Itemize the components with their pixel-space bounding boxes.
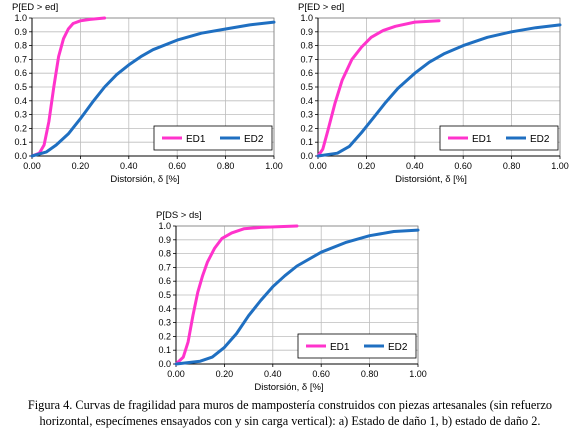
x-tick-label: 0.60 <box>454 161 472 171</box>
y-tick-label: 0.7 <box>14 54 27 64</box>
x-tick-label: 0.40 <box>406 161 424 171</box>
x-tick-label: 0.80 <box>361 369 379 379</box>
y-tick-label: 0.2 <box>300 123 313 133</box>
legend-label-ed2: ED2 <box>530 134 550 145</box>
legend-label-ed1: ED1 <box>186 134 206 145</box>
y-tick-label: 0.5 <box>158 290 171 300</box>
series-line-ed1 <box>30 16 107 158</box>
series-line-ed2 <box>30 20 276 158</box>
x-axis-label: Distorsiónt, δ [%] <box>395 174 467 185</box>
x-tick-label: 0.60 <box>168 161 186 171</box>
legend: ED1 ED2 <box>439 125 559 151</box>
series-line-ed2 <box>316 23 562 158</box>
x-tick-label: 0.00 <box>167 369 185 379</box>
x-tick-label: 0.20 <box>72 161 90 171</box>
y-tick-label: 1.0 <box>300 13 313 23</box>
legend-label-ed2: ED2 <box>244 134 264 145</box>
x-tick-label: 0.80 <box>503 161 521 171</box>
y-tick-label: 0.7 <box>300 54 313 64</box>
y-tick-label: 1.0 <box>158 221 171 231</box>
chart-3: 0.0 0.1 0.2 0.3 0.4 0.5 0.6 0.7 0.8 0.9 1.0 0.00 0.2… <box>156 210 427 393</box>
x-tick-label: 0.40 <box>264 369 282 379</box>
series-line-ed1 <box>316 19 441 158</box>
y-tick-label: 0.5 <box>14 82 27 92</box>
x-tick-label: 0.80 <box>217 161 235 171</box>
x-tick-label: 0.60 <box>312 369 330 379</box>
y-tick-label: 0.3 <box>300 110 313 120</box>
y-tick-label: 0.6 <box>14 68 27 78</box>
legend: ED1 ED2 <box>297 333 417 359</box>
y-tick-label: 0.8 <box>158 249 171 259</box>
legend-label-ed2: ED2 <box>388 342 408 353</box>
x-tick-label: 0.00 <box>23 161 41 171</box>
x-tick-label: 1.00 <box>551 161 569 171</box>
y-tick-label: 1.0 <box>14 13 27 23</box>
series-line-ed1 <box>174 224 299 366</box>
chart-2: 0.0 0.1 0.2 0.3 0.4 0.5 0.6 0.7 0.8 0.9 1.0 0.00 0.2… <box>298 2 569 185</box>
legend: ED1 ED2 <box>153 125 273 151</box>
y-tick-label: 0.4 <box>14 96 27 106</box>
chart-1: 0.0 0.1 0.2 0.3 0.4 0.5 0.6 0.7 0.8 0.9 1.0 0.00 0.2… <box>12 2 283 185</box>
y-tick-label: 0.7 <box>158 262 171 272</box>
y-tick-label: 0.3 <box>158 318 171 328</box>
x-axis-label: Distorsión, δ [%] <box>254 382 323 393</box>
y-tick-label: 0.0 <box>14 151 27 161</box>
x-tick-label: 0.20 <box>358 161 376 171</box>
y-tick-label: 0.1 <box>158 345 171 355</box>
y-tick-label: 0.4 <box>300 96 313 106</box>
y-axis-label: P[DS > ds] <box>156 210 202 221</box>
x-tick-label: 1.00 <box>409 369 427 379</box>
y-tick-label: 0.9 <box>300 27 313 37</box>
y-tick-label: 0.6 <box>158 276 171 286</box>
y-tick-label: 0.0 <box>158 359 171 369</box>
y-tick-label: 0.6 <box>300 68 313 78</box>
y-tick-label: 0.9 <box>14 27 27 37</box>
legend-label-ed1: ED1 <box>330 342 350 353</box>
y-tick-label: 0.2 <box>158 331 171 341</box>
x-tick-label: 0.00 <box>309 161 327 171</box>
y-axis-label: P[ED > ed] <box>12 2 58 13</box>
x-tick-label: 0.40 <box>120 161 138 171</box>
y-tick-label: 0.1 <box>14 137 27 147</box>
y-tick-label: 0.8 <box>300 41 313 51</box>
y-tick-label: 0.5 <box>300 82 313 92</box>
caption-line-1: Figura 4. Curvas de fragilidad para muro… <box>27 398 553 412</box>
y-tick-label: 0.4 <box>158 304 171 314</box>
series-line-ed2 <box>174 228 420 366</box>
y-tick-label: 0.1 <box>300 137 313 147</box>
x-tick-label: 0.20 <box>216 369 234 379</box>
y-tick-label: 0.2 <box>14 123 27 133</box>
y-tick-label: 0.3 <box>14 110 27 120</box>
y-tick-label: 0.0 <box>300 151 313 161</box>
legend-label-ed1: ED1 <box>472 134 492 145</box>
caption-line-2: horizontal, especímenes ensayados con y … <box>39 414 541 428</box>
y-tick-label: 0.9 <box>158 235 171 245</box>
x-tick-label: 1.00 <box>265 161 283 171</box>
figure-caption: Figura 4. Curvas de fragilidad para muro… <box>0 397 580 429</box>
x-axis-label: Distorsión, δ [%] <box>110 174 179 185</box>
y-tick-label: 0.8 <box>14 41 27 51</box>
y-axis-label: P[ED > ed] <box>298 2 344 13</box>
